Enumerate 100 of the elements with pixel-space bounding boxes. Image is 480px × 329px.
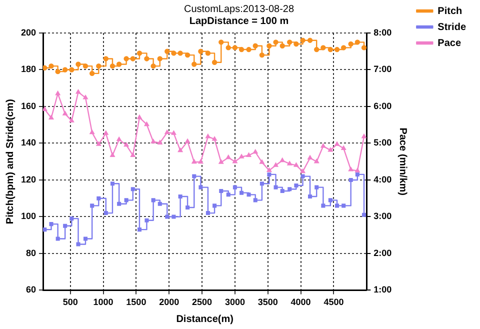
point: [144, 56, 150, 62]
point: [320, 144, 326, 148]
point: [348, 178, 353, 182]
point: [103, 56, 108, 62]
point: [178, 148, 183, 152]
point: [69, 118, 74, 122]
point: [49, 222, 54, 226]
point: [165, 214, 170, 219]
point: [184, 52, 190, 58]
point: [144, 218, 149, 222]
x-tick-label: 500: [62, 297, 78, 308]
point: [300, 38, 306, 43]
point: [76, 62, 81, 67]
point: [185, 138, 190, 143]
point: [110, 63, 116, 69]
y2-tick-label: 1:00: [374, 284, 392, 295]
y-tick-label: 180: [20, 64, 36, 74]
point: [151, 198, 156, 202]
point: [314, 185, 319, 190]
y-tick-label: 140: [20, 138, 36, 148]
point: [62, 67, 68, 72]
point: [288, 187, 292, 192]
legend-label: Pace: [438, 38, 462, 49]
point: [335, 204, 340, 208]
y-axis-title: Pitch(bpm) and Stride(cm): [4, 99, 16, 224]
point: [226, 45, 231, 50]
y-tick-label: 60: [26, 284, 36, 295]
y2-tick-label: 8:00: [374, 27, 392, 38]
point: [172, 214, 176, 219]
point: [218, 160, 224, 164]
point: [150, 63, 156, 69]
point: [56, 236, 60, 241]
point: [252, 43, 258, 48]
point: [308, 194, 312, 199]
point: [171, 130, 176, 135]
point: [348, 41, 354, 47]
point: [96, 142, 101, 146]
y-tick-label: 120: [20, 174, 36, 184]
point: [178, 194, 182, 199]
y2-tick-label: 6:00: [374, 100, 392, 111]
x-tick-label: 3500: [258, 297, 278, 308]
point: [238, 46, 244, 52]
point: [280, 158, 285, 162]
point: [89, 70, 95, 76]
point: [232, 45, 238, 50]
x-tick-label: 4000: [290, 297, 311, 308]
point: [300, 168, 306, 174]
point: [158, 140, 162, 144]
point: [274, 185, 278, 190]
point: [287, 40, 292, 45]
point: [266, 43, 272, 48]
point: [273, 162, 278, 167]
point: [137, 114, 142, 120]
point: [96, 63, 102, 69]
point: [69, 67, 74, 72]
point: [48, 63, 54, 69]
point: [342, 204, 346, 208]
x-tick-label: 2000: [159, 297, 180, 308]
legend-label: Stride: [438, 22, 466, 33]
point: [355, 172, 360, 176]
point: [246, 46, 252, 52]
point: [192, 62, 197, 67]
x-tick-label: 2500: [192, 297, 212, 308]
point: [90, 130, 94, 134]
point: [308, 155, 312, 160]
point: [280, 43, 285, 48]
point: [70, 216, 74, 221]
point: [273, 40, 278, 45]
point: [43, 65, 48, 71]
point: [294, 162, 299, 167]
point: [116, 136, 122, 142]
point: [130, 152, 136, 157]
x-axis-title: Distance(m): [176, 314, 234, 325]
point: [239, 154, 244, 158]
point: [124, 198, 128, 202]
chart-subtitle: LapDistance = 100 m: [189, 16, 289, 27]
point: [219, 188, 224, 194]
point: [157, 56, 162, 62]
point: [212, 136, 217, 141]
y-tick-label: 160: [20, 100, 36, 111]
point: [361, 45, 367, 50]
x-tick-label: 3000: [224, 297, 245, 308]
point: [226, 192, 230, 197]
point: [253, 198, 258, 202]
point: [212, 204, 217, 208]
point: [124, 142, 129, 147]
point: [266, 168, 272, 172]
point: [198, 159, 204, 164]
point: [321, 204, 326, 208]
point: [205, 50, 211, 56]
y2-tick-label: 4:00: [374, 174, 392, 184]
legend-label: Pitch: [438, 6, 462, 17]
point: [63, 224, 68, 228]
point: [260, 182, 264, 186]
point: [110, 182, 114, 186]
point: [314, 159, 319, 164]
point: [246, 192, 251, 197]
point: [130, 56, 136, 62]
point: [144, 122, 150, 126]
point: [226, 154, 231, 160]
